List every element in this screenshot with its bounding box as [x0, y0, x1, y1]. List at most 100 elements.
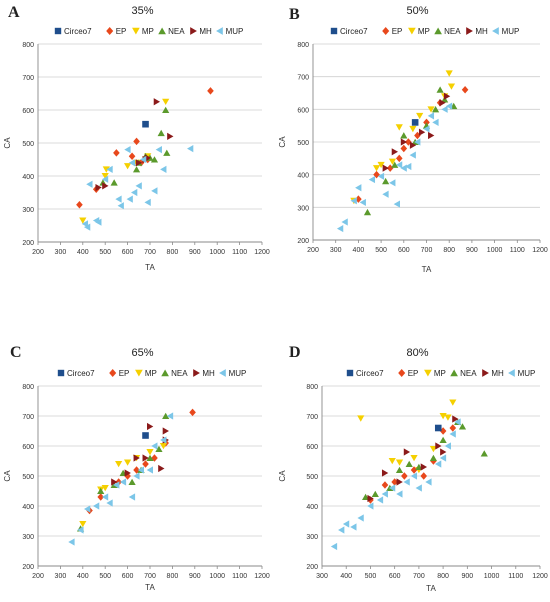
- data-point-nea: [431, 106, 440, 113]
- x-tick-label: 1000: [484, 573, 500, 580]
- data-point-mup: [350, 197, 357, 205]
- data-point-mh: [396, 478, 403, 486]
- y-tick-label: 500: [22, 141, 34, 148]
- data-point-mup: [86, 180, 93, 188]
- data-point-nea: [400, 132, 408, 139]
- data-point-nea: [395, 466, 404, 473]
- data-point-mup: [427, 112, 435, 120]
- legend-marker-mh: [190, 27, 197, 35]
- data-point-mup: [128, 493, 136, 501]
- x-tick-label: 700: [144, 573, 156, 580]
- scatter-chart: 35% Circeo7 EP MP NEA MH MUP 200 300 400 500 600 700…: [3, 5, 270, 272]
- data-point-nea: [132, 166, 141, 173]
- data-point-ep: [410, 466, 418, 474]
- data-point-mh: [133, 454, 140, 462]
- data-point-mp: [416, 112, 424, 120]
- legend-label: MH: [491, 369, 504, 378]
- data-point-nea: [436, 86, 444, 93]
- data-point-mup: [119, 478, 127, 486]
- data-point-mup: [151, 187, 158, 195]
- data-point-mup: [439, 454, 447, 462]
- data-point-nea: [150, 156, 159, 163]
- data-point-mup: [388, 484, 396, 492]
- data-point-mup: [106, 499, 113, 507]
- data-point-mup: [350, 523, 357, 531]
- legend-marker-nea: [161, 369, 169, 377]
- data-point-mh: [135, 159, 143, 167]
- chart-title: 80%: [406, 347, 428, 359]
- chart-legend: Circeo7 EP MP NEA MH MUP: [330, 27, 519, 36]
- x-tick-label: 900: [461, 573, 473, 580]
- x-tick-label: 400: [77, 573, 89, 580]
- y-tick-label: 700: [22, 75, 34, 82]
- legend-label: EP: [392, 27, 403, 36]
- data-point-ep: [439, 427, 447, 435]
- data-point-mup: [425, 478, 432, 486]
- legend-marker-ep: [109, 369, 117, 377]
- data-point-mp: [101, 173, 109, 180]
- x-tick-label: 1100: [232, 573, 247, 580]
- data-point-mup: [106, 165, 113, 173]
- y-tick-label: 300: [297, 205, 309, 212]
- data-point-mup: [155, 146, 162, 154]
- data-point-mup: [144, 198, 151, 206]
- data-point-mh: [167, 132, 174, 140]
- data-point-mh: [111, 478, 118, 486]
- x-tick-label: 1000: [209, 573, 225, 580]
- data-point-circeo7: [142, 432, 149, 439]
- x-tick-label: 1200: [254, 249, 270, 256]
- x-tick-label: 800: [443, 247, 455, 254]
- data-point-mup: [139, 155, 147, 164]
- legend-marker-mup: [492, 27, 499, 35]
- data-point-mh: [382, 164, 389, 172]
- data-point-mh: [439, 99, 446, 107]
- x-tick-label: 1200: [532, 247, 548, 254]
- data-point-ep: [414, 131, 421, 140]
- legend-label: NEA: [444, 27, 461, 36]
- data-point-mup: [400, 164, 407, 172]
- data-point-nea: [163, 149, 171, 156]
- legend-label: MH: [202, 369, 215, 378]
- chart-title: 65%: [131, 347, 153, 359]
- legend-marker-nea: [450, 369, 458, 377]
- y-tick-label: 800: [306, 384, 318, 391]
- data-point-ep: [401, 472, 408, 480]
- legend-label: Circeo7: [67, 369, 95, 378]
- data-point-mh: [158, 464, 165, 473]
- data-point-mup: [135, 182, 142, 190]
- data-point-mup: [115, 195, 122, 203]
- data-point-mup: [359, 198, 366, 207]
- data-point-nea: [429, 454, 438, 461]
- data-point-mup: [444, 442, 451, 450]
- data-point-mup: [128, 159, 136, 167]
- data-point-ep: [395, 154, 403, 163]
- data-point-ep: [133, 137, 140, 146]
- y-tick-label: 800: [22, 42, 34, 49]
- legend-marker-mh: [193, 369, 200, 377]
- x-axis-label: TA: [145, 583, 155, 592]
- data-point-mh: [409, 141, 417, 149]
- data-point-nea: [146, 454, 154, 461]
- data-point-mup: [395, 161, 403, 169]
- y-tick-label: 400: [297, 173, 309, 180]
- legend-marker-ep: [382, 27, 390, 35]
- data-point-mup: [81, 220, 89, 228]
- data-point-mup: [146, 466, 153, 474]
- data-point-mp: [372, 165, 381, 172]
- legend-marker-circeo7: [57, 369, 65, 377]
- y-tick-label: 300: [22, 534, 34, 541]
- data-point-mh: [124, 469, 131, 477]
- x-tick-label: 400: [353, 247, 365, 254]
- x-tick-label: 800: [437, 573, 449, 580]
- data-point-ep: [461, 85, 469, 94]
- y-tick-label: 700: [297, 75, 309, 82]
- data-point-mh: [440, 448, 447, 456]
- x-axis-label: TA: [422, 265, 432, 274]
- data-point-mp: [447, 83, 456, 90]
- x-tick-label: 700: [144, 249, 156, 256]
- x-tick-label: 500: [99, 249, 111, 256]
- data-point-ep: [124, 472, 131, 480]
- scatter-chart: 65% Circeo7 EP MP NEA MH MUP 200 300 400 500 600 700…: [3, 347, 270, 592]
- data-point-mp: [410, 455, 418, 462]
- data-point-mup: [95, 218, 102, 226]
